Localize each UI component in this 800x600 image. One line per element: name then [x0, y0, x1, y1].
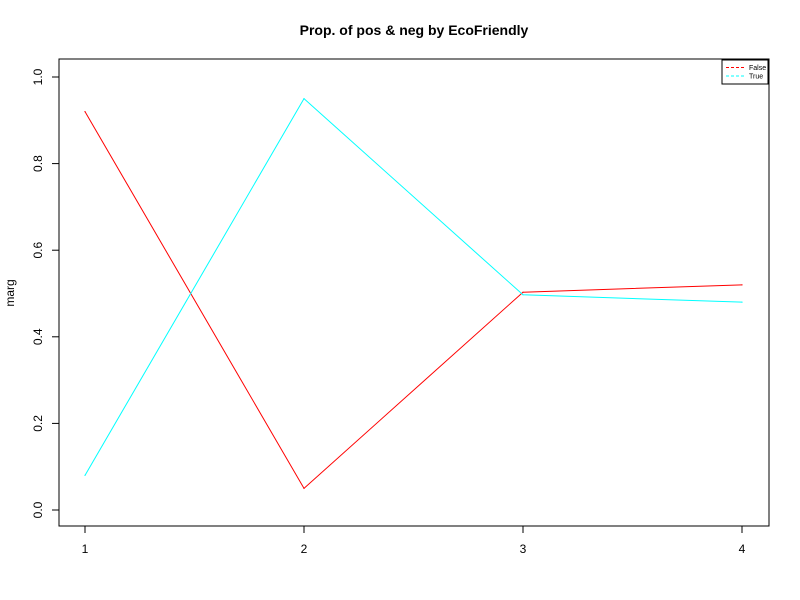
- y-tick-label: 0.8: [31, 155, 45, 172]
- y-axis-label: marg: [3, 279, 17, 306]
- data-point-true: [522, 294, 524, 296]
- x-axis: 1 2 3 4: [82, 525, 746, 556]
- data-point-true: [84, 474, 86, 476]
- y-axis: 0.0 0.2 0.4 0.6 0.8 1.0: [31, 68, 60, 518]
- y-tick-label: 0.2: [31, 415, 45, 432]
- legend-box: [721, 59, 769, 85]
- y-tick-label: 0.0: [31, 501, 45, 518]
- series-line-true: [84, 97, 743, 476]
- legend-label-true: True: [749, 74, 763, 81]
- y-tick-label: 0.6: [31, 242, 45, 259]
- plot-frame: [58, 58, 770, 527]
- x-tick-label: 2: [301, 542, 308, 556]
- data-point-true: [741, 301, 743, 303]
- data-point-false: [84, 111, 86, 113]
- data-point-false: [741, 284, 743, 286]
- series-layer: [84, 97, 743, 490]
- x-tick-label: 4: [739, 542, 746, 556]
- y-tick-label: 0.4: [31, 328, 45, 345]
- legend: False True: [721, 59, 769, 85]
- data-point-false: [303, 487, 305, 489]
- x-tick-label: 3: [520, 542, 527, 556]
- data-point-false: [522, 291, 524, 293]
- legend-label-false: False: [749, 65, 766, 72]
- y-tick-label: 1.0: [31, 68, 45, 85]
- chart-title: Prop. of pos & neg by EcoFriendly: [300, 22, 529, 38]
- series-line-false: [84, 111, 743, 490]
- x-tick-label: 1: [82, 542, 89, 556]
- data-point-true: [303, 98, 305, 100]
